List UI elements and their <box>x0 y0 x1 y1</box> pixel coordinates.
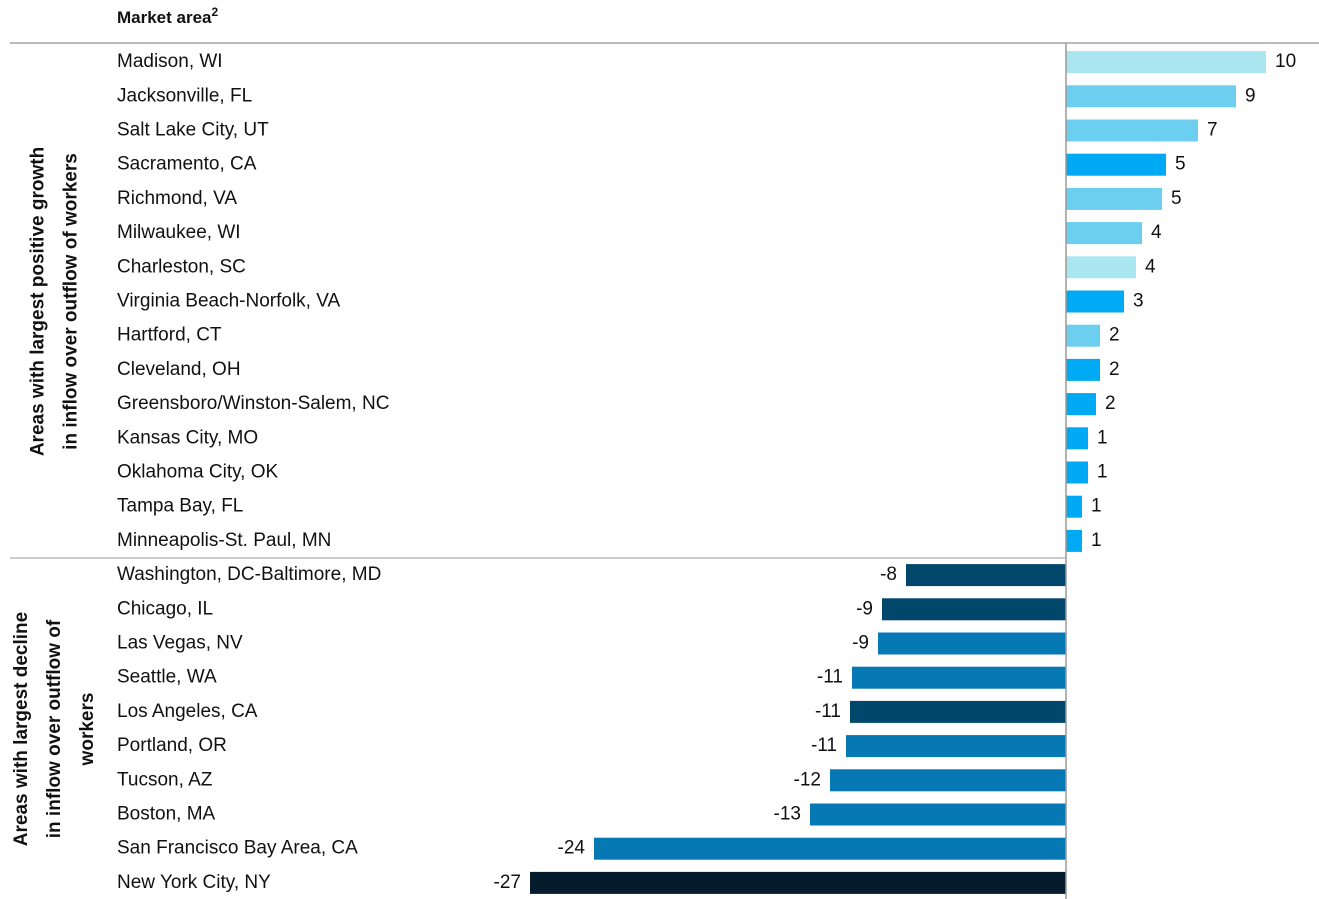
category-label: Los Angeles, CA <box>117 701 258 722</box>
bar <box>906 564 1066 587</box>
value-label: -8 <box>880 564 897 585</box>
value-label: 1 <box>1091 530 1102 551</box>
bar <box>1066 529 1082 552</box>
value-label: 3 <box>1133 291 1144 312</box>
value-label: -9 <box>856 598 873 619</box>
header-text: Market area <box>117 8 212 27</box>
bar <box>1066 153 1166 176</box>
group-label: Areas with largest positive growth in inf… <box>28 147 82 456</box>
category-label: New York City, NY <box>117 872 271 893</box>
bar <box>850 700 1066 723</box>
category-label: Jacksonville, FL <box>117 85 252 106</box>
value-label: -11 <box>815 701 841 722</box>
header-footnote: 2 <box>212 5 219 19</box>
category-label: Madison, WI <box>117 51 223 72</box>
bar <box>530 871 1066 894</box>
category-label: Kansas City, MO <box>117 427 258 448</box>
category-label: Boston, MA <box>117 804 216 825</box>
group-label: Areas with largest decline in inflow over… <box>11 612 98 846</box>
category-label: Virginia Beach-Norfolk, VA <box>117 291 341 312</box>
bar <box>846 735 1066 758</box>
value-label: -11 <box>817 667 843 688</box>
bar <box>852 666 1066 689</box>
category-label: Cleveland, OH <box>117 359 241 380</box>
value-label: 5 <box>1171 188 1182 209</box>
value-label: 2 <box>1109 325 1120 346</box>
bar <box>1066 256 1136 279</box>
category-label: Salt Lake City, UT <box>117 120 269 141</box>
bar <box>1066 187 1162 210</box>
category-label: Chicago, IL <box>117 598 213 619</box>
category-label: Sacramento, CA <box>117 154 257 175</box>
bar <box>1066 222 1142 245</box>
value-label: -13 <box>774 804 801 825</box>
bar <box>594 837 1066 860</box>
bar <box>882 598 1066 621</box>
group-label-line: in inflow over outflow of workers <box>61 153 82 450</box>
group-label-line: Areas with largest decline <box>11 612 32 846</box>
value-label: 2 <box>1109 359 1120 380</box>
bar <box>1066 51 1266 74</box>
bar <box>830 769 1066 792</box>
value-label: 4 <box>1151 222 1162 243</box>
bar <box>810 803 1066 826</box>
value-label: -11 <box>811 735 837 756</box>
bar <box>1066 461 1088 484</box>
category-label: Charleston, SC <box>117 256 246 277</box>
group-label-line: Areas with largest positive growth <box>28 147 49 456</box>
category-label: Hartford, CT <box>117 325 222 346</box>
value-label: 7 <box>1207 120 1218 141</box>
value-label: 5 <box>1175 154 1186 175</box>
bar <box>1066 290 1124 313</box>
header: Market area2 <box>117 5 219 27</box>
value-label: -24 <box>558 838 586 859</box>
category-label: Seattle, WA <box>117 667 217 688</box>
group-label-line: in inflow over outflow of <box>44 619 65 838</box>
bar <box>1066 119 1198 142</box>
category-label: Washington, DC-Baltimore, MD <box>117 564 381 585</box>
category-label: Portland, OR <box>117 735 227 756</box>
bar <box>1066 324 1100 347</box>
category-label: Milwaukee, WI <box>117 222 241 243</box>
category-label: Minneapolis-St. Paul, MN <box>117 530 331 551</box>
category-label: Richmond, VA <box>117 188 237 209</box>
category-label: Oklahoma City, OK <box>117 462 279 483</box>
value-label: -12 <box>794 769 821 790</box>
value-label: -27 <box>494 872 521 893</box>
category-label: Tampa Bay, FL <box>117 496 243 517</box>
group-label-line: workers <box>77 693 98 767</box>
category-label: Las Vegas, NV <box>117 633 243 654</box>
category-label: Tucson, AZ <box>117 769 213 790</box>
bar <box>1066 358 1100 381</box>
category-label: San Francisco Bay Area, CA <box>117 838 358 859</box>
bar <box>878 632 1066 655</box>
bar <box>1066 427 1088 450</box>
value-label: 1 <box>1097 462 1108 483</box>
value-label: 2 <box>1105 393 1116 414</box>
bar <box>1066 85 1236 108</box>
value-label: -9 <box>852 633 869 654</box>
value-label: 9 <box>1245 85 1256 106</box>
bar <box>1066 495 1082 518</box>
category-label: Greensboro/Winston-Salem, NC <box>117 393 389 414</box>
value-label: 10 <box>1275 51 1296 72</box>
bar <box>1066 393 1096 416</box>
value-label: 1 <box>1091 496 1102 517</box>
value-label: 4 <box>1145 256 1156 277</box>
value-label: 1 <box>1097 427 1108 448</box>
